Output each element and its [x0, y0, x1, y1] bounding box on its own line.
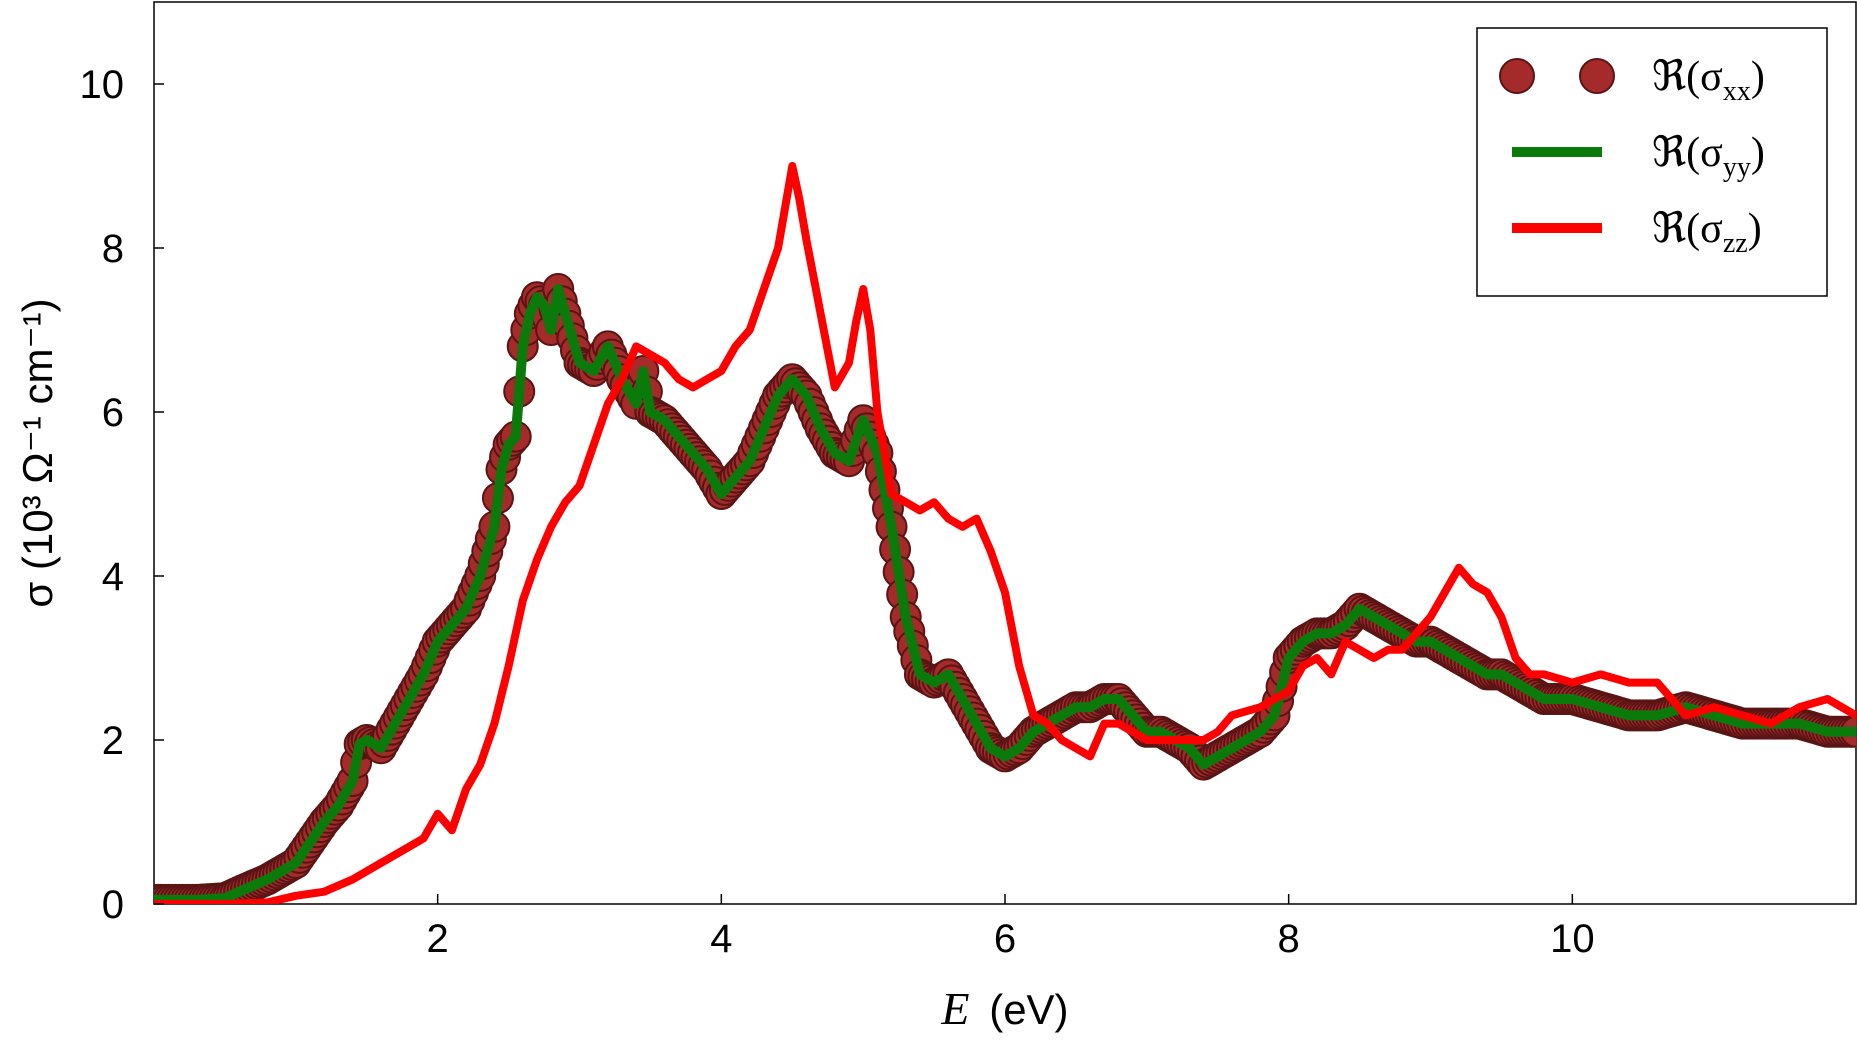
legend-label-suffix: ) [1748, 206, 1762, 252]
legend-label-prefix: ℜ(σ [1652, 54, 1723, 100]
legend-label-sub: yy [1723, 152, 1751, 183]
legend-entry-yy: ℜ(σyy) [1512, 130, 1765, 183]
x-axis-label: E (eV) [940, 983, 1068, 1034]
legend: ℜ(σxx)ℜ(σyy)ℜ(σzz) [1476, 27, 1828, 297]
legend-label-prefix: ℜ(σ [1652, 130, 1723, 176]
x-tick-label: 6 [994, 917, 1016, 961]
legend-label-sub: zz [1723, 228, 1748, 259]
series-line [154, 284, 1856, 904]
series-line [154, 162, 1856, 904]
x-tick-label: 4 [710, 917, 732, 961]
legend-label-suffix: ) [1751, 54, 1765, 100]
y-axis-label: σ (10³ Ω⁻¹ cm⁻¹) [14, 298, 61, 607]
legend-label-prefix: ℜ(σ [1652, 206, 1723, 252]
legend-frame [1476, 27, 1828, 297]
x-axis-label-unit: (eV) [989, 986, 1068, 1033]
y-tick-label: 0 [102, 883, 124, 927]
legend-marker [1499, 58, 1535, 94]
legend-entry-zz: ℜ(σzz) [1512, 206, 1762, 259]
legend-entry-xx: ℜ(σxx) [1499, 54, 1765, 107]
y-tick-label: 6 [102, 391, 124, 435]
legend-label: ℜ(σyy) [1652, 130, 1765, 183]
x-axis-ticks: 2 4 6 8 10 [427, 894, 1595, 961]
legend-marker [1579, 58, 1615, 94]
legend-label: ℜ(σzz) [1652, 206, 1762, 259]
legend-label-suffix: ) [1751, 130, 1765, 176]
y-axis-ticks: 0 2 4 6 8 10 [80, 63, 164, 927]
x-tick-label: 10 [1550, 917, 1595, 961]
series-zz [154, 162, 1856, 904]
series-layer [154, 162, 1856, 904]
x-tick-label: 8 [1278, 917, 1300, 961]
y-tick-label: 4 [102, 555, 124, 599]
y-tick-label: 2 [102, 719, 124, 763]
x-tick-label: 2 [427, 917, 449, 961]
legend-label-sub: xx [1723, 76, 1751, 107]
legend-label: ℜ(σxx) [1652, 54, 1765, 107]
y-tick-label: 8 [102, 227, 124, 271]
series-yy [154, 284, 1856, 904]
y-tick-label: 10 [80, 63, 125, 107]
x-axis-label-var: E [940, 983, 969, 1034]
